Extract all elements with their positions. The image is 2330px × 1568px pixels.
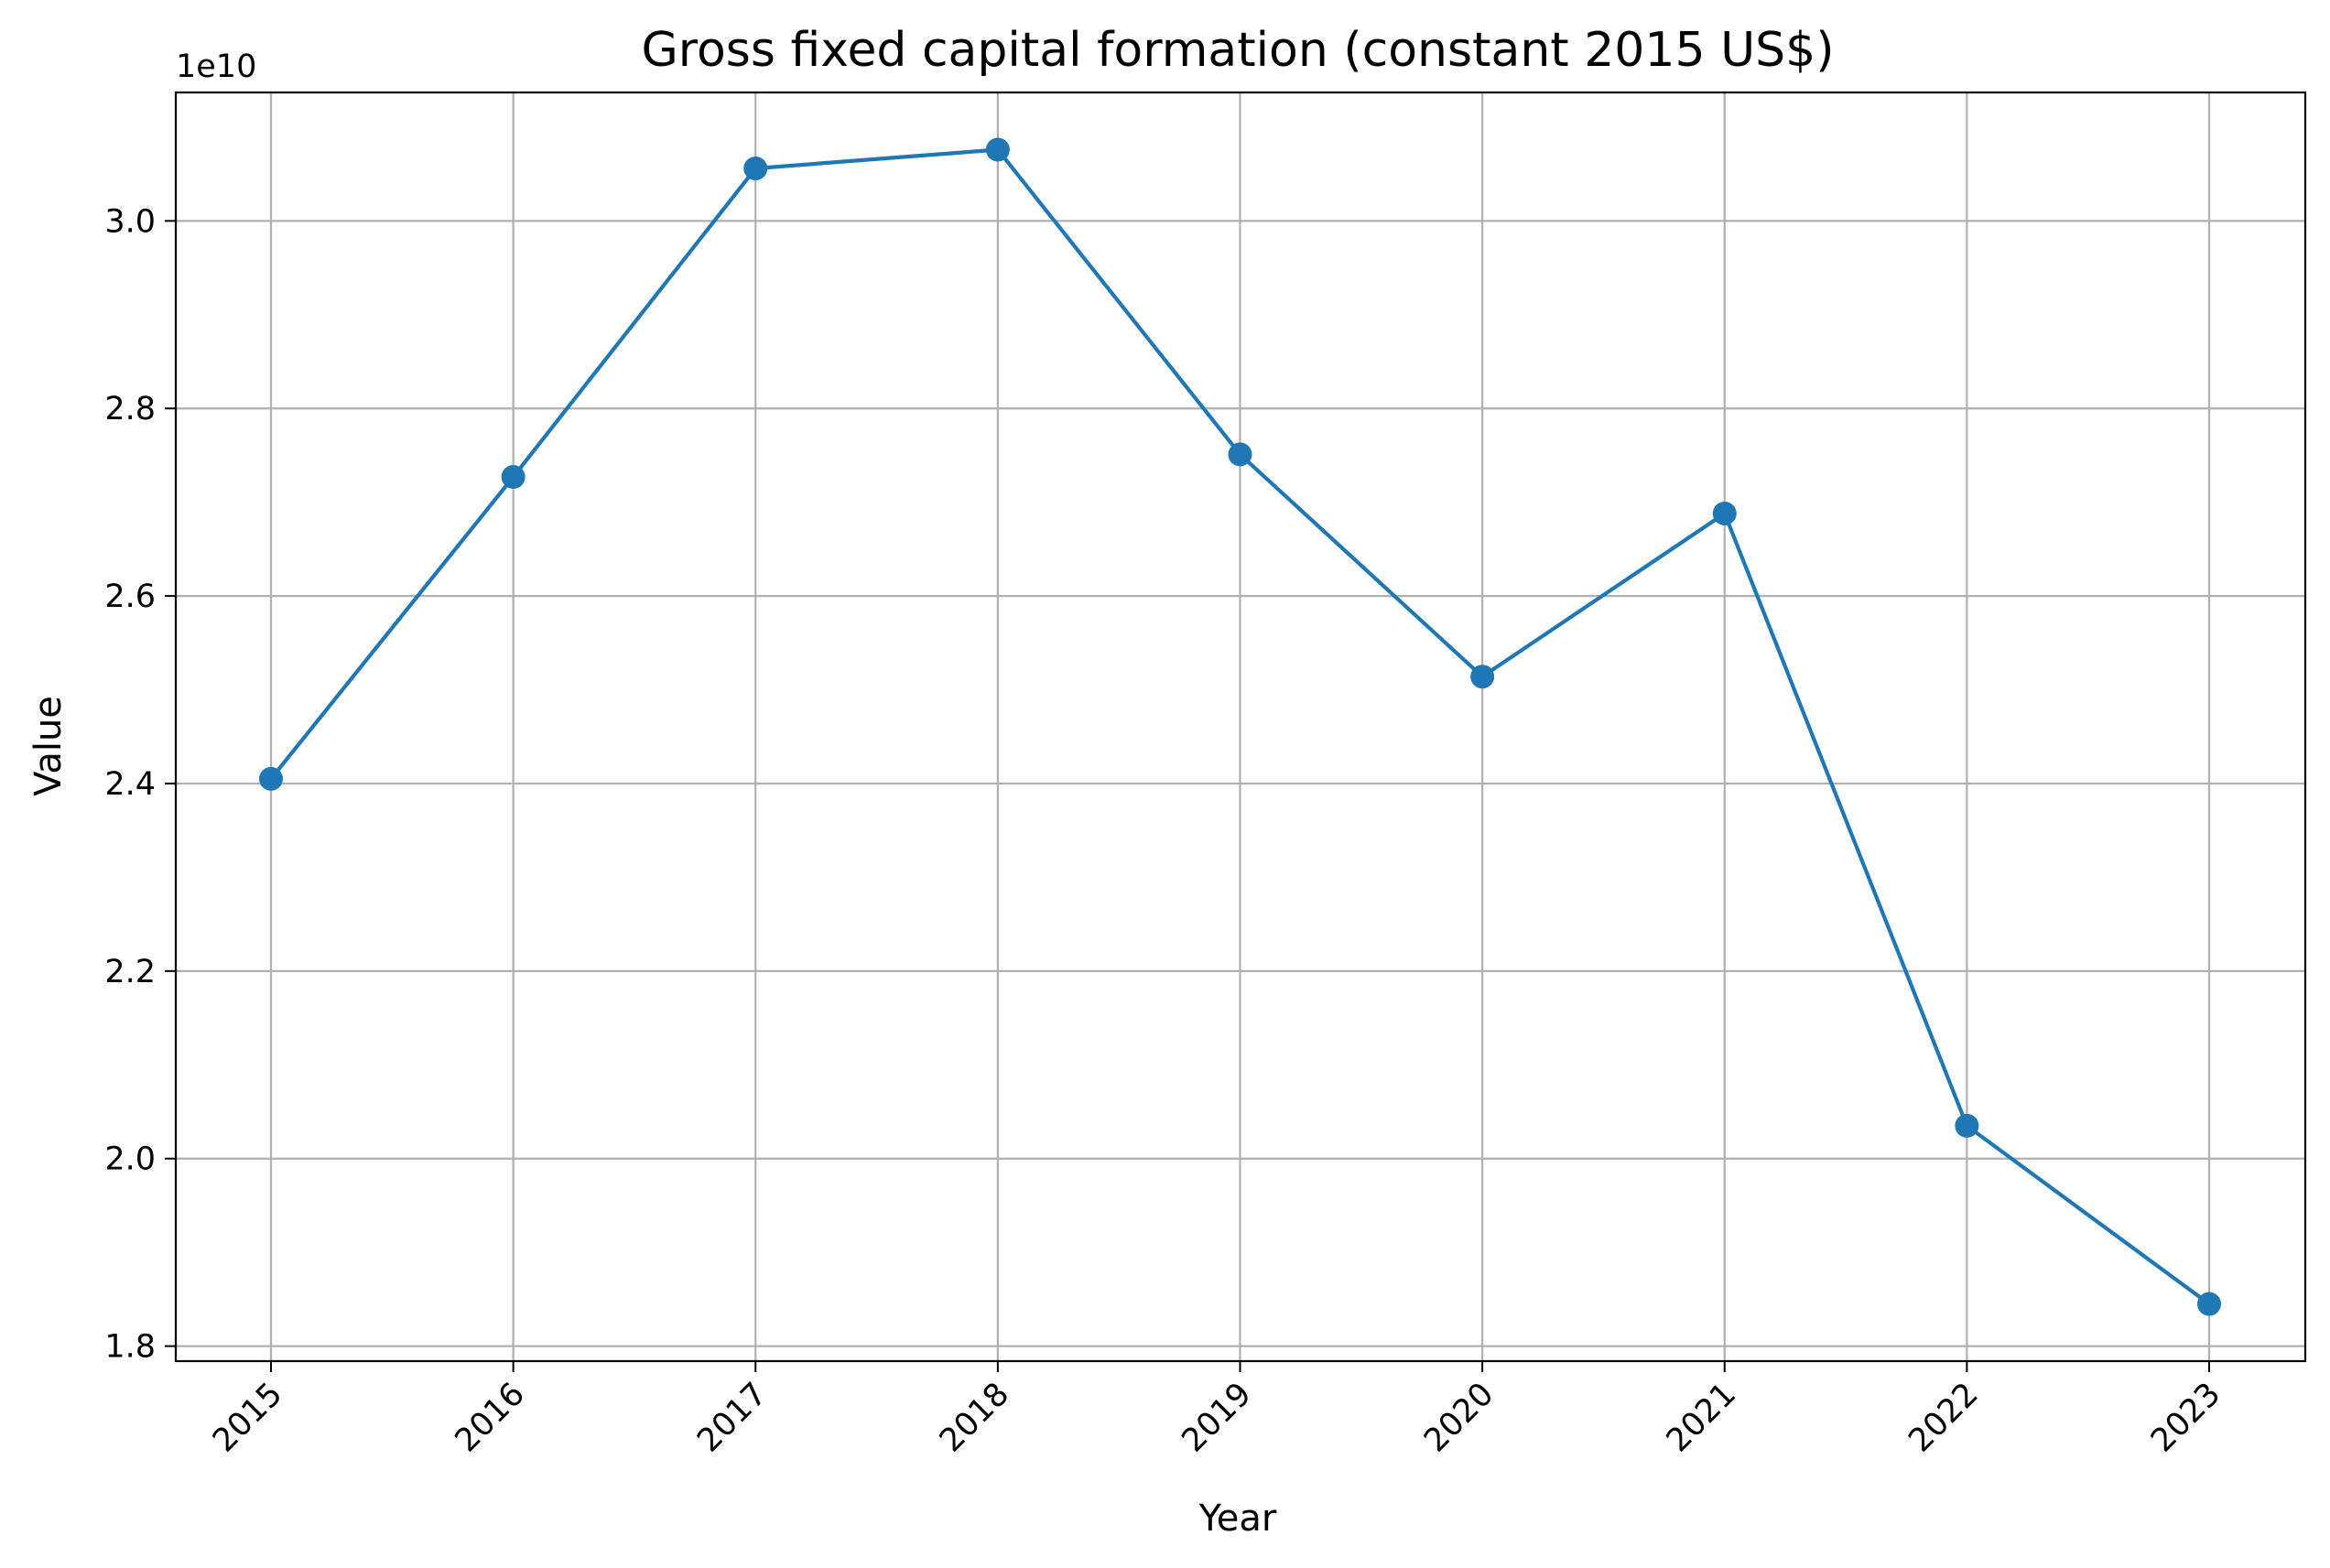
x-tick-label: 2016 [449, 1376, 532, 1459]
data-point [1470, 665, 1495, 689]
x-tick-label: 2017 [690, 1376, 774, 1459]
x-tick-label: 2018 [933, 1376, 1016, 1459]
data-point [985, 137, 1010, 162]
axis-ticks: 2015 2016 2017 2018 2019 2020 2021 2022 2023 1.8 2… [104, 203, 2227, 1459]
y-tick-label: 2.2 [104, 954, 156, 990]
y-tick-label: 2.4 [104, 766, 156, 803]
x-axis-label: Year [1198, 1498, 1277, 1540]
x-tick-label: 2020 [1417, 1376, 1501, 1459]
data-point [2197, 1292, 2221, 1316]
y-tick-label: 2.6 [104, 579, 156, 615]
data-point [1712, 501, 1737, 525]
y-axis-label: Value [27, 696, 70, 796]
grid [176, 92, 2305, 1361]
data-point [1228, 442, 1252, 467]
data-point [743, 156, 768, 180]
y-tick-label: 3.0 [104, 203, 156, 240]
y-tick-label: 2.8 [104, 391, 156, 427]
y-tick-label: 1.8 [104, 1329, 156, 1366]
x-tick-label: 2021 [1660, 1376, 1743, 1459]
data-point [259, 766, 283, 791]
data-point [1955, 1113, 1979, 1138]
y-tick-label: 2.0 [104, 1141, 156, 1178]
data-point [501, 465, 526, 489]
x-tick-label: 2023 [2144, 1376, 2227, 1459]
series-layer [259, 137, 2221, 1316]
x-tick-label: 2019 [1176, 1376, 1259, 1459]
chart-title: Gross fixed capital formation (constant … [641, 23, 1834, 78]
y-axis-offset-label: 1e10 [176, 49, 256, 85]
x-tick-label: 2015 [206, 1376, 289, 1459]
x-tick-label: 2022 [1902, 1376, 1985, 1459]
